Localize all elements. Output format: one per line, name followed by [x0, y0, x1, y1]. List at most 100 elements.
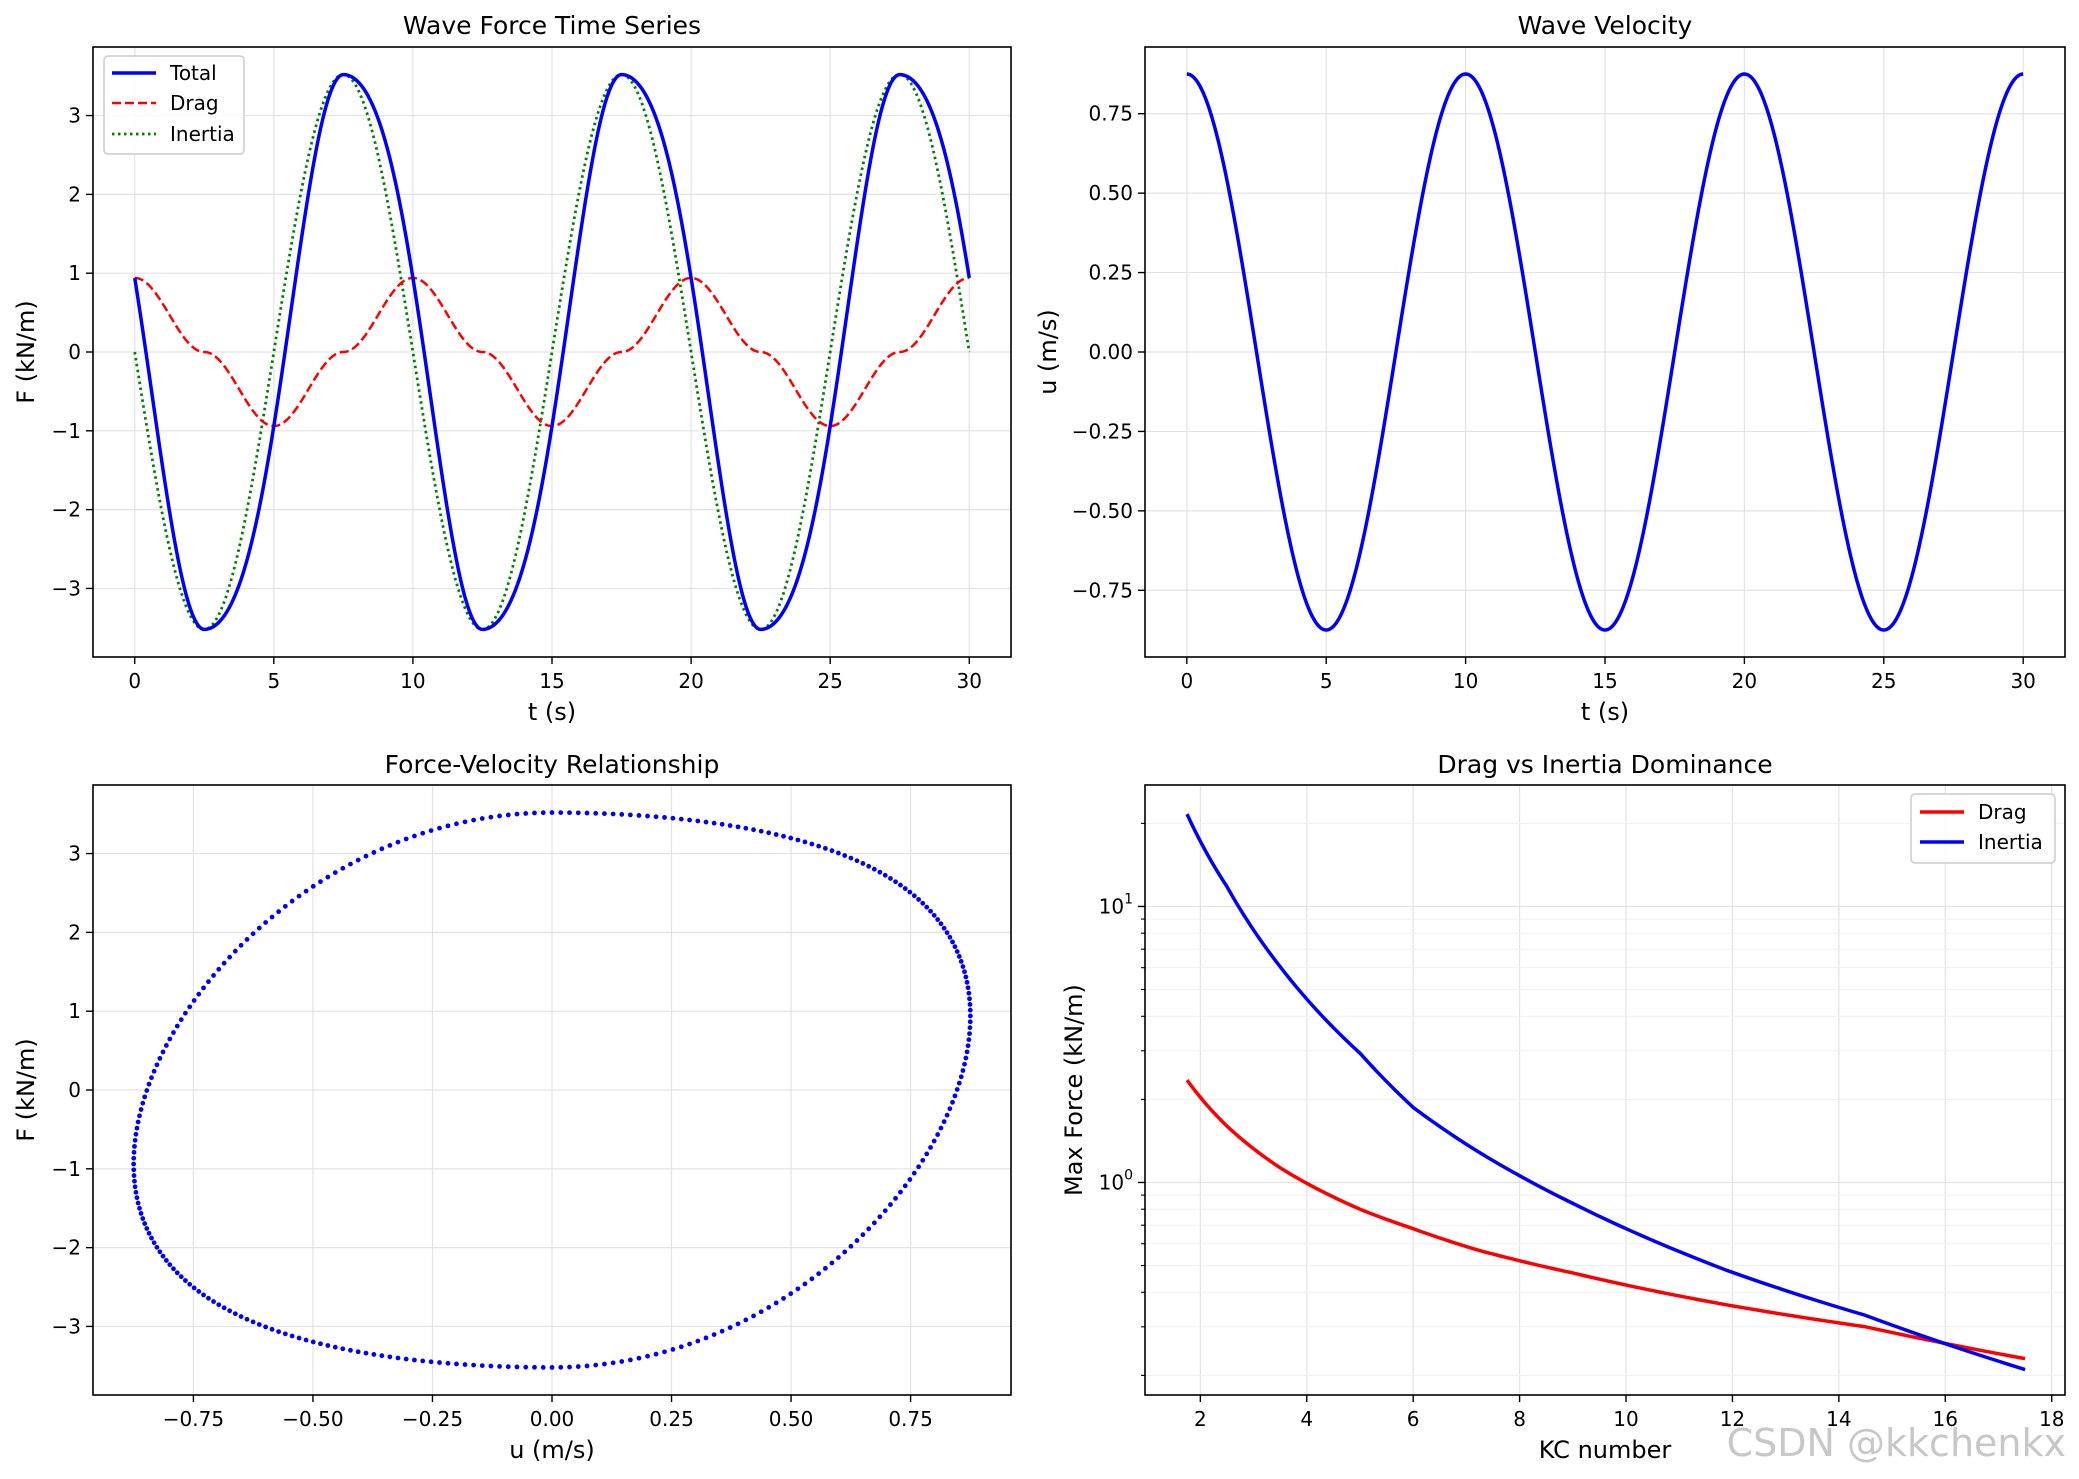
scatter-point [146, 1081, 152, 1087]
scatter-point [163, 1258, 169, 1263]
forcevel-panel: −0.75 −0.50 −0.25 0.00 0.25 0.50 0.75 −3 −2 −1 0 1 2… [12, 750, 1012, 1464]
scatter-point [735, 824, 741, 830]
scatter-point [144, 1088, 150, 1093]
x-tick-label: 10 [1613, 1407, 1638, 1431]
scatter-point [848, 855, 854, 861]
scatter-point [743, 1317, 749, 1323]
dominance-legend[interactable]: Drag Inertia [1910, 793, 2056, 864]
scatter-point [911, 893, 917, 899]
scatter-point [888, 876, 893, 881]
scatter-point [206, 1295, 211, 1301]
scatter-point [178, 1017, 184, 1023]
scatter-point [816, 843, 822, 849]
y-tick-label: 0.75 [1088, 102, 1133, 126]
scatter-point [567, 810, 572, 816]
scatter-point [711, 820, 717, 826]
y-tick-label: −0.75 [1072, 578, 1133, 602]
scatter-point [256, 925, 262, 931]
legend-inertia-label-2: Inertia [1978, 830, 2043, 854]
scatter-point [575, 810, 581, 816]
scatter-point [860, 861, 866, 866]
scatter-point [182, 1010, 188, 1016]
scatter-point [966, 990, 972, 996]
scatter-point [898, 882, 903, 888]
scatter-point [227, 954, 233, 960]
scatter-point [131, 1161, 137, 1167]
scatter-point [602, 811, 607, 817]
x-tick-label: −0.75 [163, 1407, 224, 1431]
scatter-point [962, 1061, 967, 1067]
scatter-point [289, 898, 295, 904]
scatter-point [795, 1286, 801, 1292]
scatter-point [964, 1049, 970, 1055]
scatter-point [371, 1352, 377, 1357]
scatter-point [505, 812, 511, 818]
scatter-point [282, 903, 288, 909]
dominance-plot [1185, 813, 2026, 1372]
scatter-point [514, 1364, 520, 1370]
scatter-point [263, 1324, 269, 1330]
scatter-point [462, 1362, 468, 1367]
y-tick-label: 0.00 [1088, 340, 1133, 364]
y-tick-label: −1 [52, 1157, 81, 1181]
scatter-point [966, 1037, 972, 1043]
force-legend[interactable]: Total Drag Inertia [103, 55, 245, 155]
scatter-point [678, 816, 684, 822]
x-tick-label: −0.50 [282, 1407, 343, 1431]
scatter-point [967, 1013, 973, 1019]
scatter-point [960, 964, 966, 969]
scatter-point [842, 853, 848, 858]
scatter-point [505, 1364, 511, 1370]
scatter-point [395, 1355, 401, 1361]
scatter-point [454, 821, 459, 827]
scatter-point [645, 1353, 650, 1359]
x-tick-label: 4 [1300, 1407, 1313, 1431]
scatter-point [924, 1151, 930, 1157]
x-tick-label: 14 [1826, 1407, 1851, 1431]
scatter-point [244, 1316, 250, 1322]
scatter-point [893, 1195, 898, 1201]
scatter-point [371, 850, 377, 855]
scatter-point [678, 1344, 684, 1350]
scatter-point [256, 1322, 262, 1327]
scatter-point [670, 1346, 676, 1352]
x-tick-label: −0.25 [402, 1407, 463, 1431]
scatter-point [695, 1338, 701, 1344]
force-legend-box [103, 55, 245, 155]
x-tick-label: 18 [2039, 1407, 2064, 1431]
scatter-point [907, 1177, 913, 1182]
scatter-point [610, 1360, 616, 1366]
scatter-point [282, 1331, 288, 1337]
scatter-point [137, 1205, 142, 1211]
y-tick-label: −2 [52, 1236, 81, 1260]
scatter-point [332, 1344, 338, 1350]
scatter-point [191, 998, 197, 1003]
scatter-point [584, 810, 590, 816]
forcevel-grid [93, 785, 1011, 1395]
scatter-point [931, 912, 937, 918]
scatter-point [310, 883, 316, 889]
scatter-point [935, 1132, 941, 1137]
scatter-point [221, 1305, 227, 1311]
scatter-point [967, 1002, 973, 1007]
scatter-point [488, 1363, 494, 1369]
scatter-point [958, 959, 964, 964]
scatter-point [138, 1107, 144, 1112]
scatter-point [882, 872, 888, 878]
scatter-point [947, 934, 953, 940]
x-tick-label: 0 [128, 669, 141, 693]
scatter-point [751, 827, 756, 833]
scatter-point [719, 1328, 725, 1334]
x-tick-label: 15 [1592, 669, 1617, 693]
scatter-point [325, 1343, 331, 1348]
total-line [133, 72, 971, 632]
scatter-point [187, 1004, 193, 1010]
scatter-point [593, 1362, 599, 1368]
scatter-point [788, 1291, 794, 1297]
x-tick-label: 5 [1320, 669, 1333, 693]
y-tick-label: 100 [1099, 1167, 1133, 1194]
scatter-point [766, 1305, 772, 1310]
scatter-point [232, 1311, 238, 1317]
scatter-point [558, 1364, 564, 1370]
scatter-point [924, 904, 930, 910]
